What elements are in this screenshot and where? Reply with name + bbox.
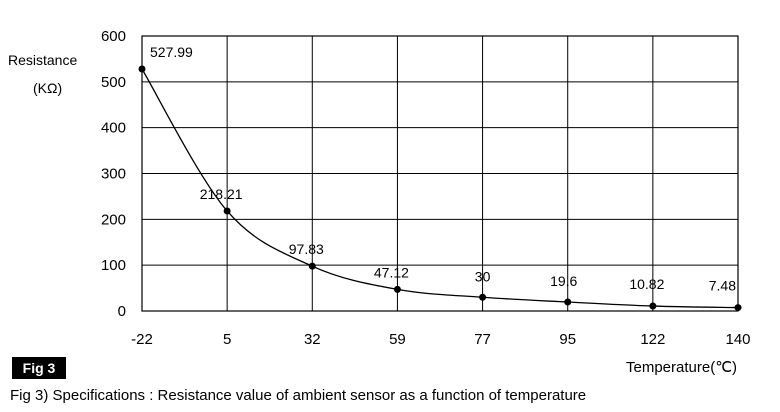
y-tick-label: 100 — [101, 257, 126, 274]
data-point — [479, 293, 487, 301]
data-label: 19.6 — [550, 273, 577, 289]
figure-badge: Fig 3 — [12, 357, 66, 379]
data-point — [308, 262, 316, 270]
data-label: 97.83 — [289, 241, 324, 257]
data-point — [223, 207, 231, 215]
x-tick-label: -22 — [131, 331, 153, 348]
data-label: 527.99 — [150, 44, 193, 60]
x-tick-label: 5 — [223, 331, 231, 348]
data-label: 47.12 — [374, 264, 409, 280]
y-axis-label-line1: Resistance — [8, 52, 78, 68]
figure-caption: Fig 3) Specifications : Resistance value… — [10, 387, 587, 404]
x-tick-label: 32 — [304, 331, 321, 348]
x-tick-label: 59 — [389, 331, 406, 348]
x-axis-label: Temperature(℃) — [626, 359, 738, 376]
x-tick-label: 95 — [559, 331, 576, 348]
x-tick-label: 122 — [640, 331, 665, 348]
y-tick-label: 400 — [101, 120, 126, 137]
data-point — [734, 304, 742, 312]
data-point — [564, 298, 572, 306]
data-label: 218.21 — [200, 186, 243, 202]
y-tick-label: 500 — [101, 74, 126, 91]
x-tick-label: 77 — [474, 331, 491, 348]
resistance-chart: 0 100 200 300 400 500 600 -22 5 32 59 77 95 122 140 527… — [101, 28, 751, 348]
data-point — [393, 285, 401, 293]
data-point — [138, 65, 146, 73]
data-label: 7.48 — [709, 278, 736, 294]
y-tick-label: 200 — [101, 211, 126, 228]
y-tick-label: 300 — [101, 166, 126, 183]
y-tick-label: 600 — [101, 28, 126, 45]
x-tick-label: 140 — [725, 331, 750, 348]
data-point — [649, 302, 657, 310]
y-axis-label-line2: (KΩ) — [33, 80, 63, 96]
data-label: 10.82 — [629, 276, 664, 292]
data-label: 30 — [475, 268, 491, 284]
y-tick-label: 0 — [118, 303, 126, 320]
